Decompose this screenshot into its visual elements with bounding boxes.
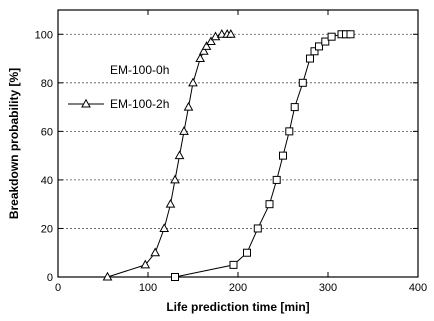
data-point-square (298, 78, 307, 87)
data-point-triangle (179, 126, 189, 135)
data-point-triangle (201, 41, 212, 50)
legend: EM-100-0h EM-100-2h (68, 63, 169, 111)
data-series (102, 29, 355, 281)
data-point-triangle (140, 259, 151, 269)
legend-entry-1: EM-100-0h (110, 63, 169, 77)
data-point-square (243, 248, 251, 257)
data-point-triangle (210, 31, 221, 41)
data-point-square (321, 37, 330, 46)
data-point-triangle (159, 223, 170, 232)
plot-area-frame (57, 9, 419, 278)
data-point-triangle (188, 77, 198, 87)
y-tick-label: 0 (47, 272, 53, 284)
x-tick-label: 300 (319, 282, 337, 294)
legend-entry-2: EM-100-2h (110, 97, 169, 111)
y-tick-label: 40 (41, 175, 53, 187)
data-point-square (310, 47, 319, 56)
y-axis-label: Breakdown probability [%] (7, 68, 21, 219)
data-point-square (290, 103, 299, 112)
data-point-square (327, 32, 336, 41)
x-tick-label: 400 (409, 282, 427, 294)
data-point-square (306, 54, 314, 63)
data-point-square (272, 175, 281, 184)
data-point-square (253, 224, 262, 233)
y-tick-label: 80 (41, 78, 53, 90)
data-point-square (285, 127, 294, 136)
data-point-triangle (102, 271, 113, 281)
data-point-square (279, 151, 287, 160)
data-point-triangle (195, 53, 206, 63)
data-point-square (171, 273, 179, 281)
data-point-triangle (165, 198, 176, 208)
legend-marker-triangle (81, 98, 91, 108)
data-point-triangle (174, 150, 185, 160)
data-point-square (265, 200, 274, 209)
data-point-square (229, 260, 238, 269)
data-point-square (315, 42, 323, 51)
axis-ticks: 0 20 40 60 80 100 0 100 200 300 400 (35, 10, 427, 294)
data-point-triangle (225, 29, 236, 38)
data-point-triangle (198, 46, 209, 55)
data-point-triangle (206, 36, 216, 46)
data-point-triangle (183, 101, 194, 111)
y-tick-label: 100 (35, 29, 53, 41)
y-tick-label: 60 (41, 126, 53, 138)
grid-lines (58, 33, 418, 229)
x-tick-label: 0 (55, 282, 61, 294)
x-tick-label: 100 (139, 282, 157, 294)
x-axis-label: Life prediction time [min] (166, 300, 309, 314)
data-point-square (346, 30, 355, 39)
x-tick-label: 200 (229, 282, 247, 294)
series-line-1 (174, 33, 351, 278)
data-point-triangle (170, 174, 180, 184)
y-tick-label: 20 (41, 223, 53, 235)
data-point-triangle (150, 247, 161, 257)
